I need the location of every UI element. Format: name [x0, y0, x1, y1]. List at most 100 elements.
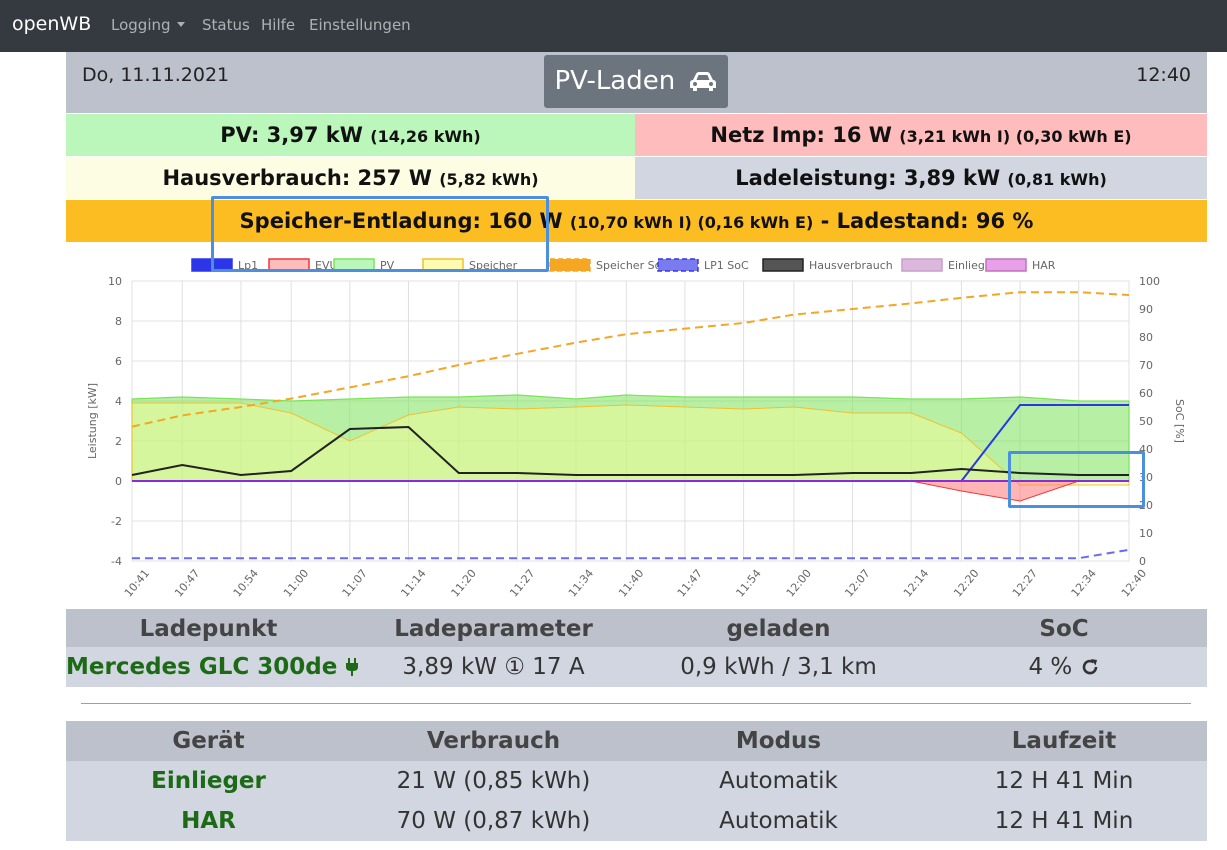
highlight-box-chart [1008, 451, 1145, 508]
y-tick-label: 2 [115, 435, 122, 448]
y2-tick-label: 0 [1139, 555, 1146, 568]
mode-button[interactable]: PV-Laden [544, 55, 728, 108]
y2-tick-label: 10 [1139, 527, 1153, 540]
header-modus: Modus [735, 728, 822, 754]
plug-icon [346, 658, 359, 676]
header-soc: SoC [1039, 616, 1089, 642]
legend-swatch [657, 258, 699, 272]
legend-label: Lp1 [238, 259, 258, 272]
hausverbrauch-energy: (5,82 kWh) [439, 170, 539, 189]
y2-tick-label: 70 [1139, 359, 1153, 372]
y-tick-label: -2 [111, 515, 122, 528]
ladeleistung-value: Ladeleistung: 3,89 kW [735, 166, 1001, 190]
series-speicher-soc-line [131, 291, 1130, 428]
legend-label: PV [380, 259, 395, 272]
y2-tick-label: 100 [1139, 275, 1160, 288]
y-tick-label: 8 [115, 315, 122, 328]
pv-energy: (14,26 kWh) [370, 127, 481, 146]
pv-cell: PV: 3,97 kW (14,26 kWh) [66, 114, 635, 156]
series-lp1-soc-line [132, 548, 1130, 560]
netz-cell: Netz Imp: 16 W (3,21 kWh I) (0,30 kWh E) [635, 114, 1207, 156]
power-chart[interactable]: 10 8 6 4 2 0 -2 -4 10:41 10:47 10:54 11:00 11:07 11:1… [66, 250, 1207, 605]
series-hausverbrauch-line [131, 425, 1129, 477]
nav-hilfe[interactable]: Hilfe [261, 16, 296, 34]
y2-tick-label: 60 [1139, 387, 1153, 400]
geraet-name[interactable]: Einlieger [151, 768, 266, 794]
ladeleistung-energy: (0,81 kWh) [1007, 170, 1107, 189]
table-row: Einlieger 21 W (0,85 kWh) Automatik 12 H… [66, 761, 1207, 801]
legend-label: LP1 SoC [704, 259, 749, 272]
speicher-soc: - Ladestand: 96 % [820, 209, 1034, 233]
ladeleistung-cell: Ladeleistung: 3,89 kW (0,81 kWh) [635, 157, 1207, 199]
nav-einstellungen[interactable]: Einstellungen [309, 16, 411, 34]
legend-label: Einlieger [948, 259, 997, 272]
x-tick-label: 11:47 [675, 567, 705, 600]
legend-label: HAR [1032, 259, 1056, 272]
legend-label: Speicher [469, 259, 518, 272]
x-tick-label: 12:27 [1010, 567, 1040, 600]
y2-tick-label: 50 [1139, 415, 1153, 428]
netz-value: Netz Imp: 16 W [710, 123, 892, 147]
x-tick-label: 11:07 [340, 567, 370, 600]
x-tick-label: 12:20 [951, 567, 981, 600]
modus-value: Automatik [719, 768, 838, 794]
nav-logging[interactable]: Logging [111, 16, 185, 34]
series-evu-area [132, 480, 1129, 502]
legend-label: EVU [315, 259, 338, 272]
header-geladen: geladen [726, 616, 831, 642]
pv-value: PV: 3,97 kW [220, 123, 363, 147]
navbar: openWB Logging Status Hilfe Einstellunge… [0, 0, 1227, 52]
ladepunkt-table: Ladepunkt Ladeparameter geladen SoC Merc… [66, 609, 1207, 687]
speicher-energy: (10,70 kWh I) (0,16 kWh E) [569, 213, 814, 232]
speicher-value: Speicher-Entladung: 160 W [239, 209, 563, 233]
chevron-down-icon [176, 22, 185, 27]
verbrauch-value: 70 W (0,87 kWh) [396, 808, 591, 834]
x-tick-label: 11:00 [281, 567, 311, 600]
date: Do, 11.11.2021 [82, 64, 230, 86]
y-tick-label: 10 [108, 275, 122, 288]
x-tick-label: 12:14 [901, 567, 931, 600]
legend-swatch [985, 258, 1027, 272]
legend-label: Speicher SoC [596, 259, 669, 272]
x-tick-label: 11:27 [507, 567, 537, 600]
x-tick-label: 11:20 [449, 567, 479, 600]
time: 12:40 [1136, 64, 1191, 86]
y2-tick-label: 80 [1139, 331, 1153, 344]
x-tick-label: 11:14 [398, 567, 428, 600]
mode-label: PV-Laden [554, 66, 676, 96]
legend-swatch [901, 258, 943, 272]
y-tick-label: 4 [115, 395, 122, 408]
geraet-name[interactable]: HAR [181, 808, 236, 834]
y-tick-label: 6 [115, 355, 122, 368]
legend-swatch [549, 258, 591, 272]
ladepunkt-name[interactable]: Mercedes GLC 300de [66, 647, 359, 687]
x-tick-label: 10:41 [122, 567, 152, 600]
x-tick-label: 12:00 [784, 567, 814, 600]
divider [81, 703, 1191, 704]
header-ladepunkt: Ladepunkt [139, 616, 278, 642]
y-tick-label: -4 [111, 555, 122, 568]
header-verbrauch: Verbrauch [426, 728, 561, 754]
y-axis-label: Leistung [kW] [86, 383, 99, 459]
hausverbrauch-value: Hausverbrauch: 257 W [162, 166, 432, 190]
laufzeit-value: 12 H 41 Min [994, 808, 1134, 834]
x-tick-label: 12:40 [1119, 567, 1149, 600]
brand[interactable]: openWB [12, 13, 92, 35]
geraete-table: Gerät Verbrauch Modus Laufzeit Einlieger… [66, 721, 1207, 841]
table-row: Mercedes GLC 300de 3,89 kW ① 17 A 0,9 kW… [66, 647, 1207, 687]
soc-cell: 4 % [921, 647, 1207, 687]
legend-swatch [762, 258, 804, 272]
x-tick-label: 10:47 [172, 567, 202, 600]
table-header-row: Gerät Verbrauch Modus Laufzeit [66, 721, 1207, 761]
ladeparameter-value: 3,89 kW ① 17 A [402, 654, 585, 680]
hausverbrauch-cell: Hausverbrauch: 257 W (5,82 kWh) [66, 157, 635, 199]
table-row: HAR 70 W (0,87 kWh) Automatik 12 H 41 Mi… [66, 801, 1207, 841]
header-laufzeit: Laufzeit [1011, 728, 1117, 754]
netz-energy: (3,21 kWh I) (0,30 kWh E) [899, 127, 1132, 146]
y2-axis-label: SoC [%] [1173, 399, 1186, 443]
refresh-icon[interactable] [1080, 657, 1100, 677]
x-tick-label: 11:54 [733, 567, 763, 600]
highlight-box-speicher [211, 196, 549, 272]
series-pv-area [131, 394, 1130, 482]
nav-status[interactable]: Status [202, 16, 250, 34]
